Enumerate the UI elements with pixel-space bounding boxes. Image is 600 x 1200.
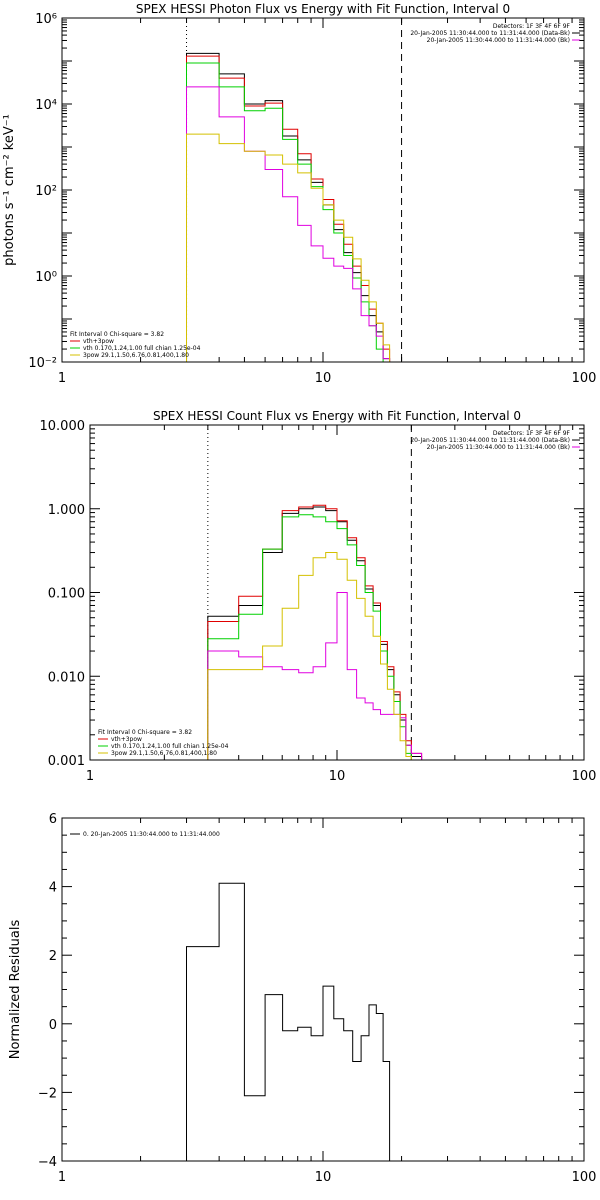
legend-entry: 3pow 29.1,1.50,6.76,0.81,400,1.80 (111, 750, 217, 757)
x-axis: 1 10 100 (86, 425, 597, 784)
y-tick-label: 10⁴ (35, 98, 57, 113)
y-tick-label: 0.001 (48, 754, 85, 769)
y-tick-label: 2 (49, 949, 57, 964)
series-group (207, 504, 423, 760)
series-line-0 (186, 882, 391, 1161)
y-tick-label: 0.100 (48, 587, 85, 602)
series-line-1 (207, 504, 423, 760)
series-line-1 (186, 55, 391, 362)
plot-frame (89, 424, 585, 761)
y-axis: 0.001 0.010 0.100 1.000 10.000 (40, 419, 584, 769)
series-group (186, 52, 391, 362)
legend-entry: Fit Interval 0 Chi-square = 3.82 (98, 729, 192, 736)
plot-frame (61, 817, 585, 1162)
photon-flux-panel: SPEX HESSI Photon Flux vs Energy with Fi… (2, 2, 597, 386)
y-tick-label: 0 (49, 1018, 57, 1033)
y-tick-label: 10⁻² (28, 356, 57, 371)
y-tick-label: 4 (49, 881, 57, 896)
plot-frame (61, 17, 585, 363)
y-tick-label: −2 (38, 1086, 57, 1101)
series-line-3 (186, 86, 391, 362)
x-tick-label: 1 (86, 769, 94, 784)
series-line-2 (207, 514, 412, 760)
legend-entry: vth+3pow (111, 736, 142, 743)
series-group (186, 882, 391, 1161)
x-tick-label: 10 (329, 769, 346, 784)
x-tick-label: 100 (572, 769, 597, 784)
y-axis: 10⁻² 10⁰ 10² 10⁴ 10⁶ (28, 12, 584, 371)
x-tick-label: 10 (315, 1170, 332, 1185)
count-flux-panel: SPEX HESSI Count Flux vs Energy with Fit… (40, 409, 597, 784)
legend-entry: 20-Jan-2005 11:30:44.000 to 11:31:44.000… (427, 37, 570, 44)
y-tick-label: 6 (49, 812, 57, 827)
x-tick-label: 100 (572, 1170, 597, 1185)
y-tick-label: 10.000 (40, 419, 86, 434)
x-axis: 1 10 100 (58, 18, 597, 386)
legend-entry: vth+3pow (83, 338, 114, 345)
x-tick-label: 1 (58, 371, 66, 386)
series-line-3 (207, 592, 423, 760)
y-axis-label: Normalized Residuals (8, 920, 23, 1060)
legend-entry: Detectors: 1F 3F 4F 6F 9F (493, 23, 571, 30)
y-axis: −4 −2 0 2 4 6 (38, 812, 584, 1170)
x-axis: 1 10 100 (58, 818, 597, 1185)
x-tick-label: 1 (58, 1170, 66, 1185)
series-line-4 (186, 133, 391, 362)
legend-entry: 0. 20-Jan-2005 11:30:44.000 to 11:31:44.… (83, 831, 220, 838)
y-tick-label: −4 (38, 1155, 57, 1170)
legend-entry: Fit Interval 0 Chi-square = 3.82 (70, 331, 164, 338)
legend-entry: vth 0.170,1.24,1.00 full chian 1.25e-04 (111, 743, 229, 750)
y-tick-label: 10⁶ (35, 12, 57, 27)
y-tick-label: 10⁰ (35, 270, 57, 285)
x-tick-label: 100 (572, 371, 597, 386)
y-tick-label: 1.000 (48, 503, 85, 518)
chart-title: SPEX HESSI Count Flux vs Energy with Fit… (153, 409, 521, 423)
x-tick-label: 10 (315, 371, 332, 386)
y-tick-label: 10² (35, 184, 57, 199)
y-tick-label: 0.010 (48, 670, 85, 685)
residuals-panel: Normalized Residuals 1 10 100 −4 −2 0 2 4 6 0. 20-… (8, 812, 597, 1185)
legend-entry: 20-Jan-2005 11:30:44.000 to 11:31:44.000… (427, 444, 570, 451)
legend-entry: Detectors: 1F 3F 4F 6F 9F (493, 430, 571, 437)
legend-entry: 3pow 29.1,1.50,6.76,0.81,400,1.80 (83, 352, 189, 359)
legend-entry: 20-Jan-2005 11:30:44.000 to 11:31:44.000… (410, 30, 570, 37)
legend-entry: vth 0.170,1.24,1.00 full chian 1.25e-04 (83, 345, 201, 352)
legend-entry: 20-Jan-2005 11:30:44.000 to 11:31:44.000… (410, 437, 570, 444)
chart-title: SPEX HESSI Photon Flux vs Energy with Fi… (136, 2, 510, 16)
series-line-4 (207, 552, 412, 760)
y-axis-label: photons s⁻¹ cm⁻² keV⁻¹ (2, 114, 17, 266)
series-line-0 (186, 52, 391, 362)
series-line-2 (186, 62, 384, 362)
